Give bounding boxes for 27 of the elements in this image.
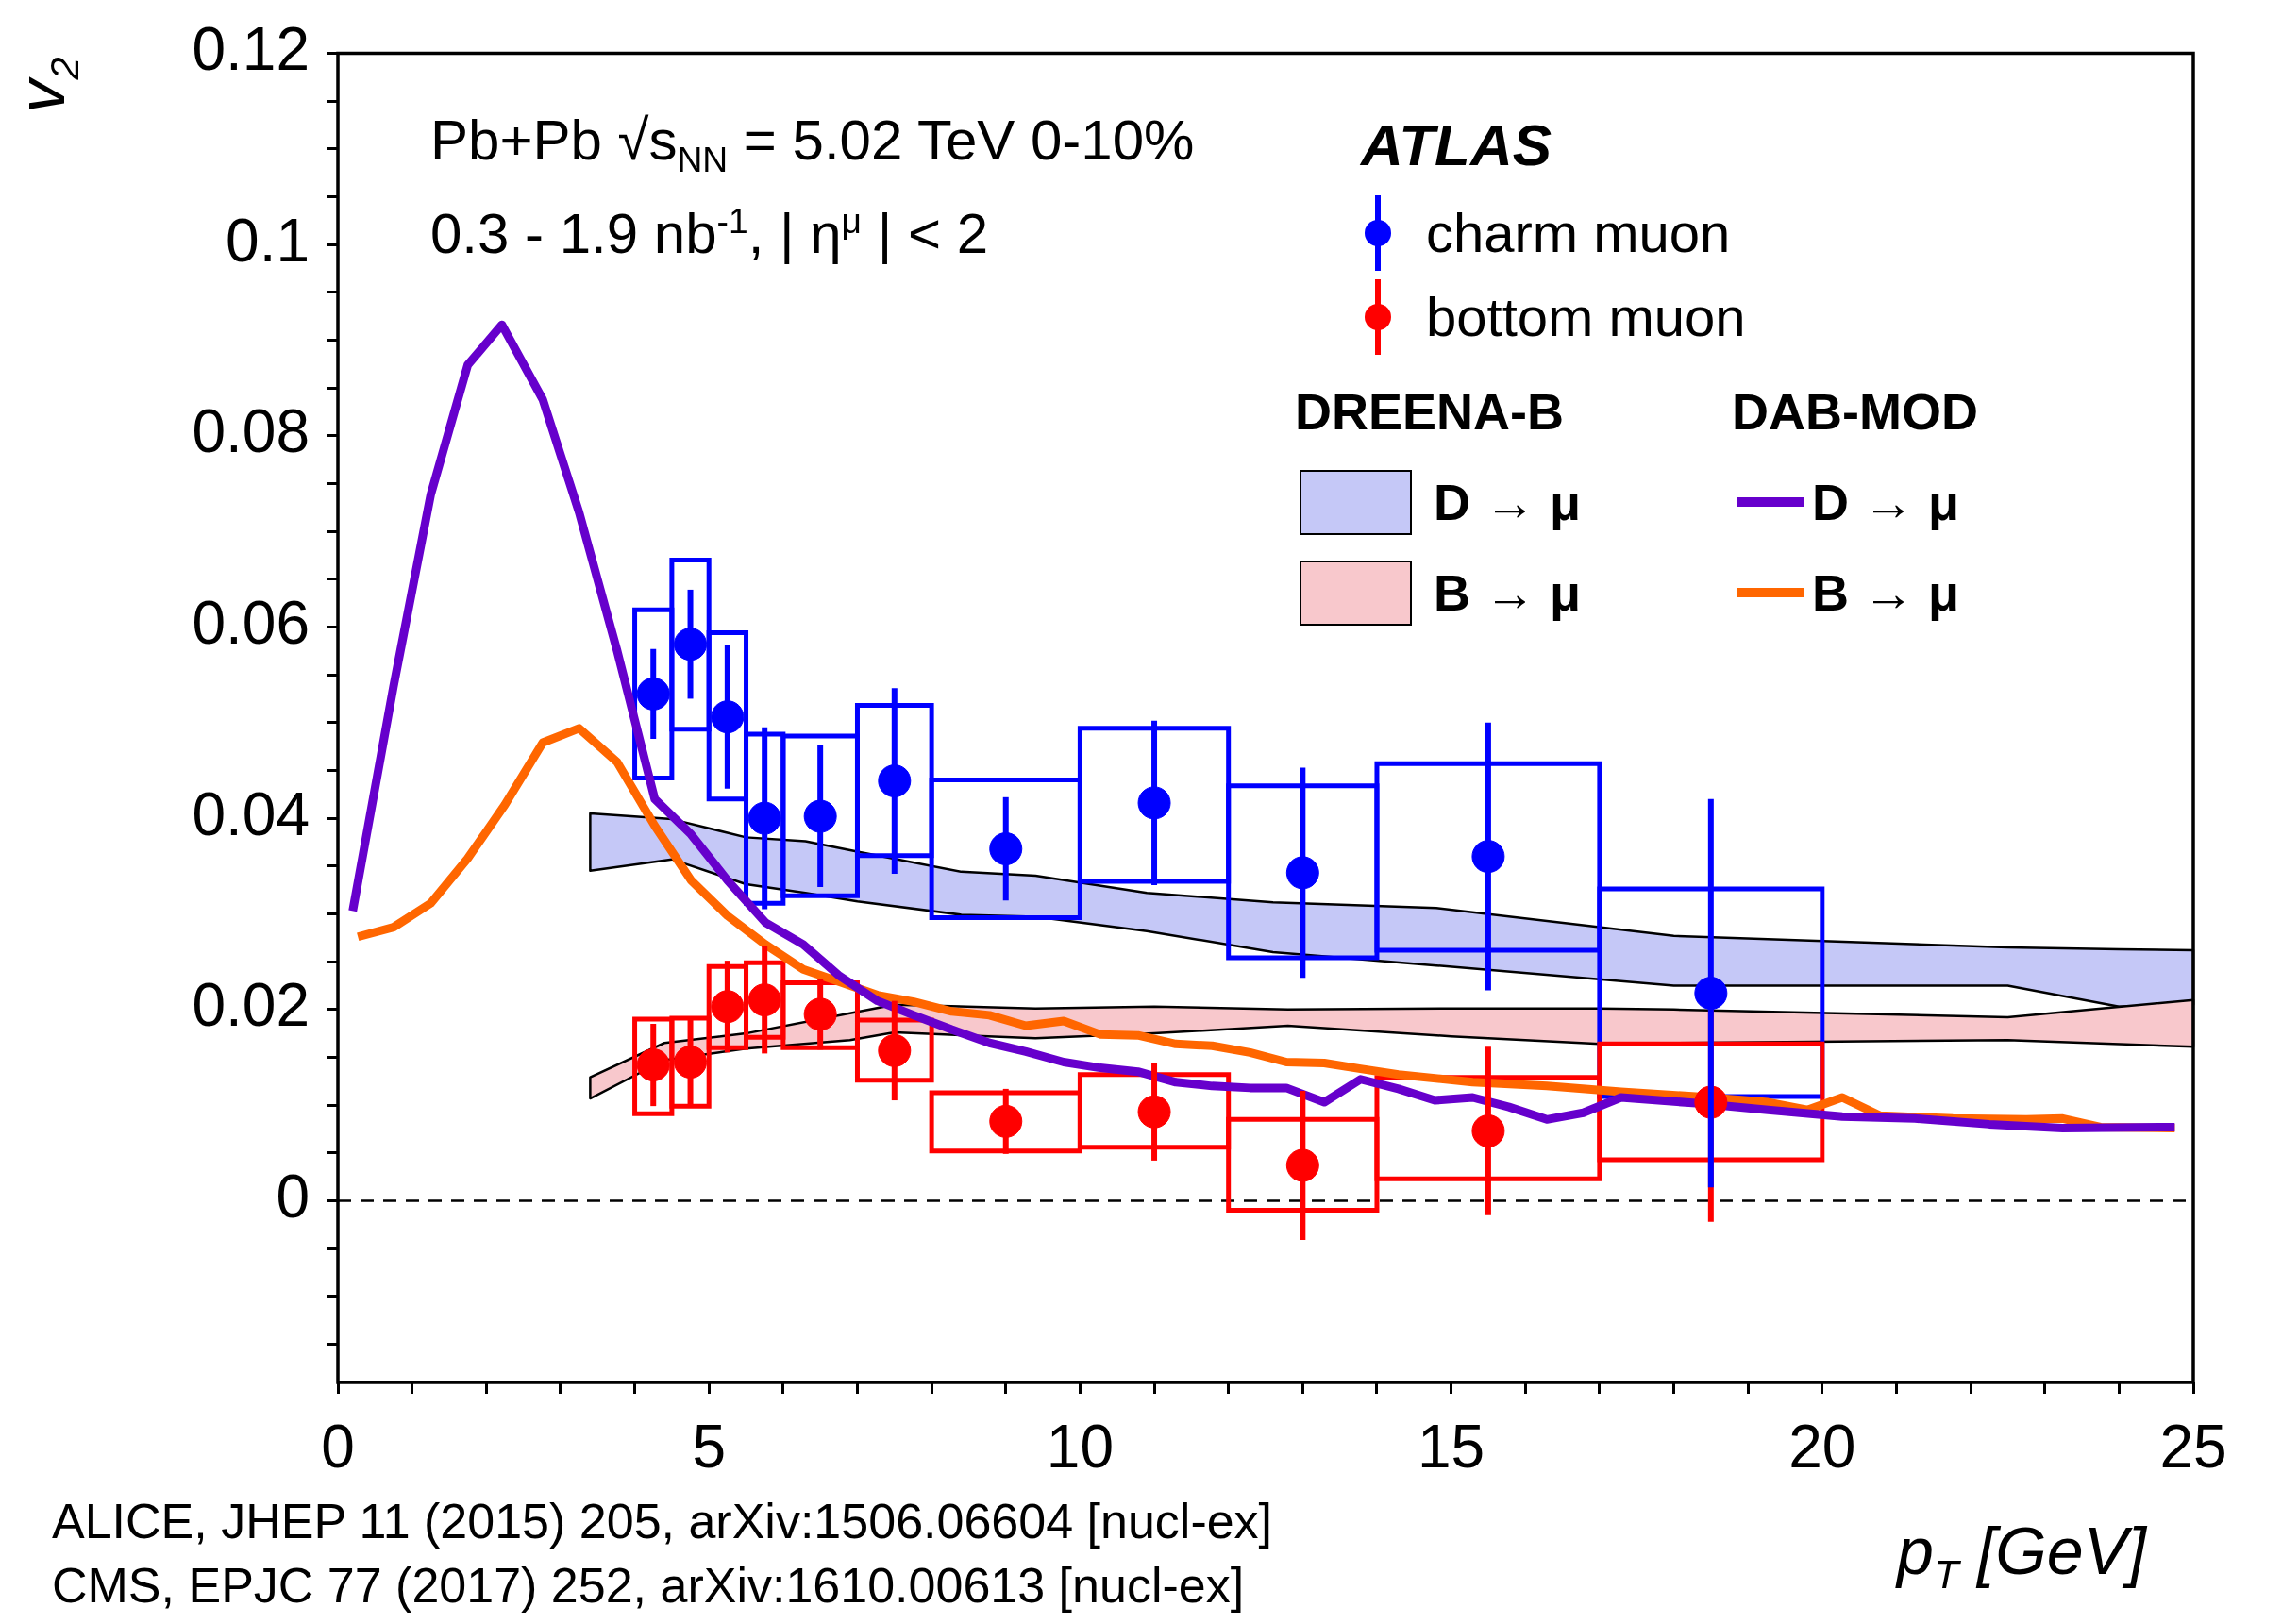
x-axis-title: p$_{T}$ [GeV] <box>1897 1515 2146 1598</box>
text: CMS, EPJC 77 (2017) 252, arXiv:1610.00613 [nucl-ex] <box>52 1558 1245 1613</box>
y-tick-label: 0.04 <box>192 779 310 848</box>
legend-label: B → μ <box>1434 564 1582 621</box>
x-tick-label: 20 <box>1788 1413 1856 1482</box>
x-tick-label: 0 <box>321 1413 355 1482</box>
legend-label: B → μ <box>1812 564 1960 621</box>
y-tick-label: 0.02 <box>192 971 310 1040</box>
x-tick-label: 15 <box>1418 1413 1485 1482</box>
legend-label: D → μ <box>1812 474 1960 530</box>
legend-label: charm muon <box>1426 202 1731 263</box>
y-tick-label: 0.08 <box>192 397 310 466</box>
y-tick-label: 0 <box>276 1163 310 1231</box>
legend-label: D → μ <box>1434 474 1582 530</box>
y-tick-label: 0.12 <box>192 15 310 84</box>
x-tick-label: 25 <box>2159 1413 2227 1482</box>
annotation: DREENA-B <box>1295 383 1565 440</box>
annotation: 0.3 - 1.9 nb$^{-1}$, | η$^{μ}$ | < 2 <box>430 201 989 265</box>
y-tick-label: 0.06 <box>192 589 310 658</box>
x-tick-label: 10 <box>1046 1413 1114 1482</box>
annotation: Pb+Pb √s$_{NN}$ = 5.02 TeV 0-10% <box>430 109 1195 180</box>
legend-label: bottom muon <box>1426 286 1746 347</box>
y-tick-label: 0.1 <box>226 206 310 275</box>
text: ALICE, JHEP 11 (2015) 205, arXiv:1506.06604 [nucl-ex] <box>52 1494 1273 1549</box>
annotation: DAB-MOD <box>1732 383 1978 440</box>
x-tick-label: 5 <box>692 1413 726 1482</box>
annotation: ATLAS <box>1361 112 1552 177</box>
